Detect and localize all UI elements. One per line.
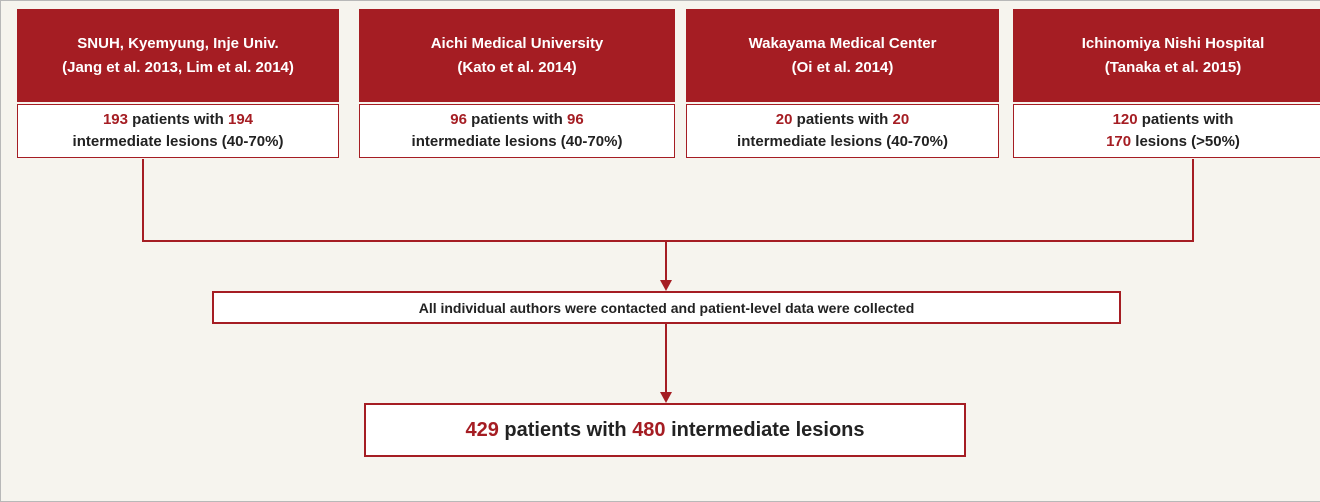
text-segment: intermediate lesions (40-70%) (737, 133, 948, 150)
result-box: 429 patients with 480 intermediate lesio… (364, 403, 966, 457)
source-header: SNUH, Kyemyung, Inje Univ. (Jang et al. 2… (17, 9, 339, 102)
source-body: 96 patients with 96 intermediate lesions … (359, 104, 675, 158)
body-line: 20 patients with 20 (687, 109, 998, 131)
text-segment: lesions (>50%) (1131, 133, 1240, 150)
text-segment: 120 (1112, 111, 1138, 128)
text-segment: 480 (632, 418, 666, 441)
text-segment: 429 (465, 418, 499, 441)
source-box: Wakayama Medical Center (Oi et al. 2014) 2… (686, 9, 999, 159)
text-segment: 20 (892, 111, 910, 128)
body-line: 96 patients with 96 (360, 109, 674, 131)
source-title: Aichi Medical University (430, 34, 604, 52)
source-box: SNUH, Kyemyung, Inje Univ. (Jang et al. 2… (17, 9, 339, 159)
text-segment: patients with (127, 111, 228, 128)
text-segment: intermediate lesions (40-70%) (411, 133, 623, 150)
source-title: SNUH, Kyemyung, Inje Univ. (77, 34, 279, 52)
source-box: Ichinomiya Nishi Hospital (Tanaka et al. … (1013, 9, 1320, 159)
text-segment: intermediate lesions (40-70%) (72, 133, 284, 150)
source-header: Ichinomiya Nishi Hospital (Tanaka et al. … (1013, 9, 1320, 102)
process-text: All individual authors were contacted an… (418, 299, 915, 316)
source-title: (Tanaka et al. 2015) (1104, 58, 1242, 76)
body-line: intermediate lesions (40-70%) (687, 131, 998, 153)
body-line: intermediate lesions (40-70%) (18, 131, 338, 153)
process-box: All individual authors were contacted an… (212, 291, 1121, 324)
text-segment: 96 (567, 111, 584, 128)
text-segment: patients with (466, 111, 567, 128)
text-segment: patients with (792, 111, 893, 128)
source-header: Wakayama Medical Center (Oi et al. 2014) (686, 9, 999, 102)
source-title: Ichinomiya Nishi Hospital (1081, 34, 1265, 52)
source-title: (Jang et al. 2013, Lim et al. 2014) (62, 58, 294, 76)
text-segment: 96 (450, 111, 467, 128)
source-header: Aichi Medical University (Kato et al. 201… (359, 9, 675, 102)
body-line: 120 patients with (1014, 109, 1320, 131)
text-segment: patients with (498, 418, 633, 441)
arrow-head (660, 392, 672, 403)
text-segment: patients with (1137, 111, 1234, 128)
source-title: Wakayama Medical Center (748, 34, 937, 52)
body-line: intermediate lesions (40-70%) (360, 131, 674, 153)
merge-line (142, 159, 1194, 242)
source-body: 20 patients with 20 intermediate lesions … (686, 104, 999, 158)
source-title: (Oi et al. 2014) (791, 58, 894, 76)
body-line: 170 lesions (>50%) (1014, 131, 1320, 153)
text-segment: 193 (102, 111, 128, 128)
text-segment: 20 (775, 111, 793, 128)
arrow-head (660, 280, 672, 291)
text-segment: 170 (1106, 133, 1132, 150)
text-segment: 194 (228, 111, 254, 128)
source-box: Aichi Medical University (Kato et al. 201… (359, 9, 675, 159)
source-body: 120 patients with 170 lesions (>50%) (1013, 104, 1320, 158)
text-segment: intermediate lesions (665, 418, 865, 441)
source-title: (Kato et al. 2014) (457, 58, 577, 76)
body-line: 193 patients with 194 (18, 109, 338, 131)
source-body: 193 patients with 194 intermediate lesion… (17, 104, 339, 158)
